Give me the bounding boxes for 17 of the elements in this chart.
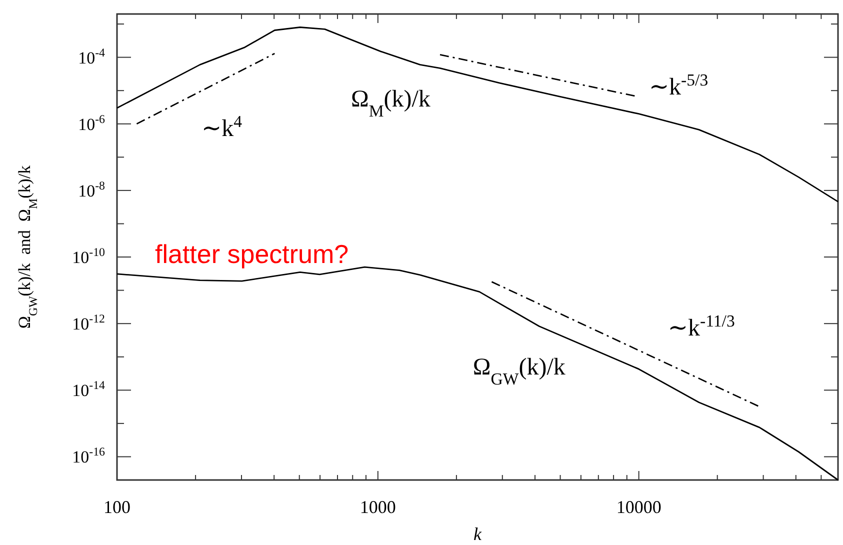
y-tick-label: 10$^{-16}$ (72, 444, 106, 467)
x-axis-title: k (474, 524, 482, 544)
x-tick-label: 10000 (616, 497, 662, 517)
x-tick-label: 100 (104, 497, 130, 517)
y-tick-label: 10$^{-10}$ (72, 245, 106, 268)
x-tick-label: 1000 (360, 497, 396, 517)
series-label: ∼k$^{-11/3}$ (668, 311, 735, 342)
annotation: flatter spectrum? (155, 239, 349, 269)
series-label: Ω$_{M}$(k)/k (350, 86, 430, 120)
y-tick-label: 10$^{-8}$ (78, 178, 106, 200)
y-tick-label: 10$^{-4}$ (78, 45, 106, 68)
series-label: ∼k$^{-5/3}$ (648, 70, 708, 100)
y-tick-label: 10$^{-6}$ (78, 112, 106, 134)
y-tick-label: 10$^{-14}$ (72, 378, 106, 400)
series-label: Ω$_{GW}$(k)/k (472, 354, 566, 388)
series-label: ∼k$^{4}$ (201, 111, 243, 142)
y-tick-label: 10$^{-12}$ (72, 312, 106, 334)
